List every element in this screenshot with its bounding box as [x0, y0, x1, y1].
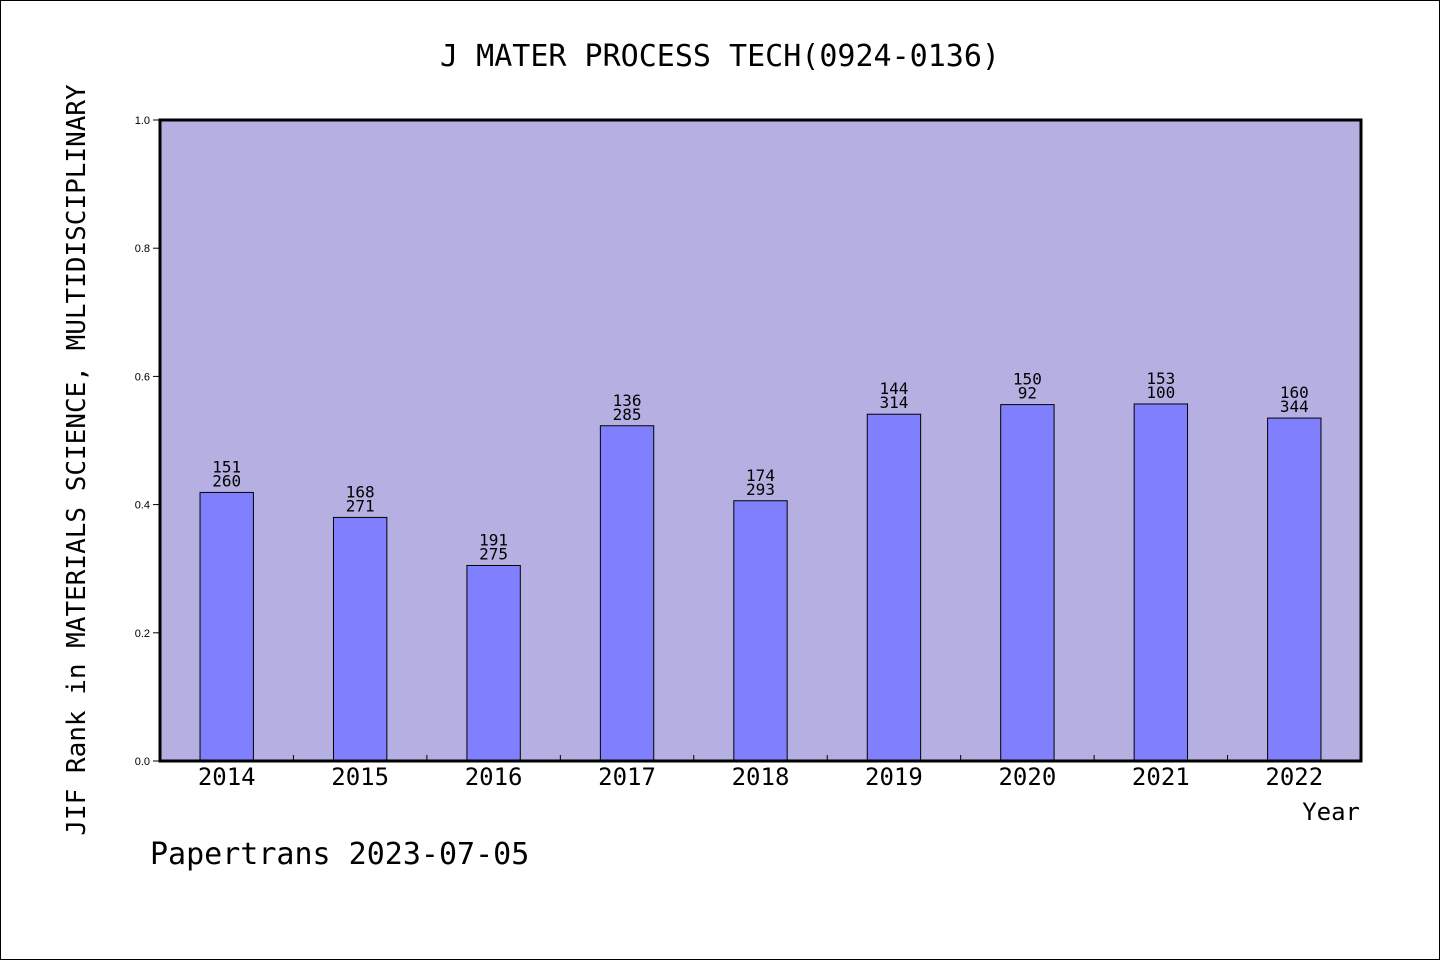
- bar-label-top: 168: [346, 482, 375, 501]
- bar: [733, 500, 788, 762]
- bar: [1267, 417, 1322, 762]
- x-tick-label: 2014: [198, 763, 256, 791]
- bar: [1000, 404, 1055, 762]
- bar-label-top: 144: [879, 379, 908, 398]
- bar: [866, 413, 922, 762]
- y-tick-label: 0.8: [135, 243, 150, 255]
- bar-label-bottom: 92: [1018, 384, 1037, 403]
- plot-border: [158, 118, 1363, 763]
- bar-label-bottom: 285: [613, 405, 642, 424]
- bar: [332, 516, 388, 762]
- bar-label-bottom: 100: [1146, 383, 1175, 402]
- bar-label-top: 153: [1146, 369, 1175, 388]
- x-tick-label: 2019: [865, 763, 923, 791]
- bar-label-top: 160: [1280, 383, 1309, 402]
- bar-label-bottom: 271: [346, 496, 375, 515]
- y-axis-label: JIF Rank in MATERIALS SCIENCE, MULTIDISC…: [62, 84, 92, 836]
- bar-label-top: 191: [479, 530, 508, 549]
- x-tick-label: 2022: [1265, 763, 1323, 791]
- y-tick-label: 0.4: [135, 500, 150, 512]
- footer-credit: Papertrans 2023-07-05: [150, 837, 529, 872]
- x-tick-label: 2018: [732, 763, 790, 791]
- x-tick-label: 2020: [998, 763, 1056, 791]
- bar-label-top: 150: [1013, 370, 1042, 389]
- x-tick-label: 2015: [331, 763, 389, 791]
- chart-title: J MATER PROCESS TECH(0924-0136): [440, 39, 1000, 74]
- bar-label-bottom: 275: [479, 544, 508, 563]
- x-tick-label: 2017: [598, 763, 656, 791]
- bar-label-bottom: 344: [1280, 397, 1309, 416]
- bar: [1133, 403, 1189, 762]
- bar-label-bottom: 314: [879, 393, 908, 412]
- y-tick-label: 0.6: [135, 371, 150, 383]
- bar-label-top: 136: [613, 391, 642, 410]
- y-tick-label: 0.0: [135, 756, 150, 768]
- x-tick-label: 2016: [465, 763, 523, 791]
- x-tick-label: 2021: [1132, 763, 1190, 791]
- y-tick-label: 1.0: [135, 115, 150, 127]
- x-axis-label: Year: [1302, 798, 1360, 826]
- bar-label-bottom: 260: [212, 471, 241, 490]
- bar: [466, 564, 521, 762]
- bar: [599, 425, 655, 762]
- bar-label-bottom: 293: [746, 480, 775, 499]
- bar: [199, 491, 254, 762]
- bar-label-top: 151: [212, 457, 241, 476]
- bar-label-top: 174: [746, 466, 775, 485]
- y-tick-label: 0.2: [135, 628, 150, 640]
